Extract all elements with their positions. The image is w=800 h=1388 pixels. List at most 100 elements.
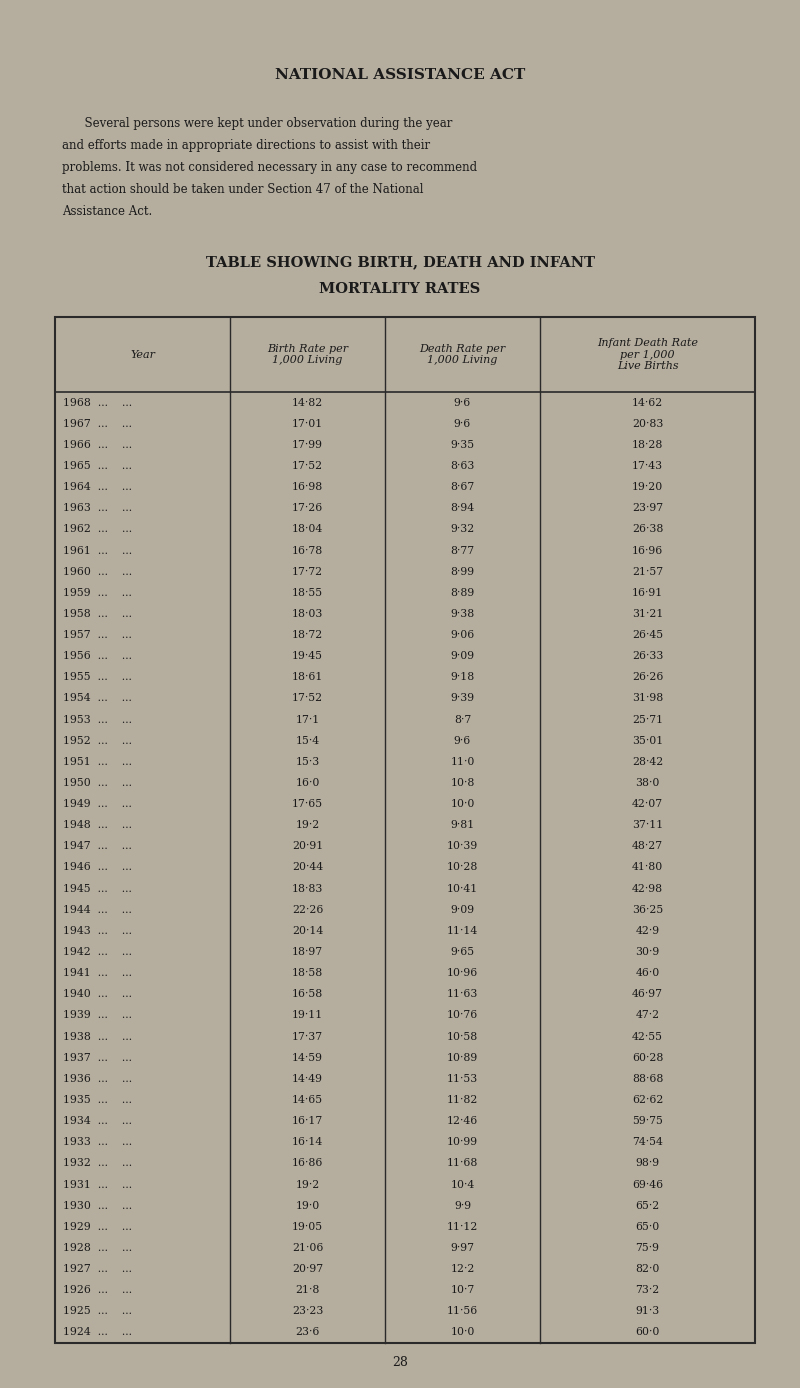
Text: 9·9: 9·9	[454, 1201, 471, 1210]
Text: 36·25: 36·25	[632, 905, 663, 915]
Text: 1947  ...    ...: 1947 ... ...	[63, 841, 132, 851]
Text: 20·83: 20·83	[632, 419, 663, 429]
Text: 26·26: 26·26	[632, 672, 663, 683]
Text: 31·98: 31·98	[632, 694, 663, 704]
Text: 20·97: 20·97	[292, 1264, 323, 1274]
Text: 10·7: 10·7	[450, 1285, 474, 1295]
Text: 20·14: 20·14	[292, 926, 323, 936]
Text: 1941  ...    ...: 1941 ... ...	[63, 969, 132, 979]
Text: problems. It was not considered necessary in any case to recommend: problems. It was not considered necessar…	[62, 161, 477, 174]
Text: 1961  ...    ...: 1961 ... ...	[63, 545, 132, 555]
Text: 16·91: 16·91	[632, 587, 663, 598]
Text: 10·96: 10·96	[447, 969, 478, 979]
Text: 8·67: 8·67	[450, 482, 474, 493]
Text: 26·45: 26·45	[632, 630, 663, 640]
Text: 11·12: 11·12	[447, 1221, 478, 1231]
Text: 1943  ...    ...: 1943 ... ...	[63, 926, 132, 936]
Text: 10·76: 10·76	[447, 1010, 478, 1020]
Text: 9·97: 9·97	[450, 1242, 474, 1253]
Text: 8·63: 8·63	[450, 461, 474, 471]
Text: 47·2: 47·2	[635, 1010, 659, 1020]
Text: 17·43: 17·43	[632, 461, 663, 471]
Text: 19·45: 19·45	[292, 651, 323, 661]
Text: 14·49: 14·49	[292, 1074, 323, 1084]
Text: 1957  ...    ...: 1957 ... ...	[63, 630, 132, 640]
Text: that action should be taken under Section 47 of the National: that action should be taken under Sectio…	[62, 183, 423, 196]
Text: 1945  ...    ...: 1945 ... ...	[63, 884, 132, 894]
Text: Year: Year	[130, 350, 155, 359]
Text: 1967  ...    ...: 1967 ... ...	[63, 419, 132, 429]
Text: 1968  ...    ...: 1968 ... ...	[63, 397, 132, 408]
Text: 14·62: 14·62	[632, 397, 663, 408]
Text: 62·62: 62·62	[632, 1095, 663, 1105]
Text: 21·57: 21·57	[632, 566, 663, 576]
Text: 1931  ...    ...: 1931 ... ...	[63, 1180, 132, 1190]
Text: 42·07: 42·07	[632, 799, 663, 809]
Text: 8·94: 8·94	[450, 504, 474, 514]
Text: 10·89: 10·89	[447, 1052, 478, 1063]
Text: 1951  ...    ...: 1951 ... ...	[63, 756, 132, 766]
Text: 9·6: 9·6	[454, 397, 471, 408]
Text: 1963  ...    ...: 1963 ... ...	[63, 504, 132, 514]
Text: 17·52: 17·52	[292, 694, 323, 704]
Text: 74·54: 74·54	[632, 1137, 663, 1148]
Text: 14·82: 14·82	[292, 397, 323, 408]
Text: 9·32: 9·32	[450, 525, 474, 534]
Text: 16·0: 16·0	[295, 777, 320, 788]
Text: 10·99: 10·99	[447, 1137, 478, 1148]
Text: 11·68: 11·68	[447, 1159, 478, 1169]
Text: 1938  ...    ...: 1938 ... ...	[63, 1031, 132, 1041]
Text: 19·2: 19·2	[295, 820, 320, 830]
Text: 1956  ...    ...: 1956 ... ...	[63, 651, 132, 661]
Text: 9·18: 9·18	[450, 672, 474, 683]
Text: 1955  ...    ...: 1955 ... ...	[63, 672, 132, 683]
Text: 1948  ...    ...: 1948 ... ...	[63, 820, 132, 830]
Text: 37·11: 37·11	[632, 820, 663, 830]
Text: 10·41: 10·41	[447, 884, 478, 894]
Text: Several persons were kept under observation during the year: Several persons were kept under observat…	[62, 117, 452, 130]
Text: 1959  ...    ...: 1959 ... ...	[63, 587, 132, 598]
Text: 10·4: 10·4	[450, 1180, 474, 1190]
Text: 23·23: 23·23	[292, 1306, 323, 1316]
Text: 18·28: 18·28	[632, 440, 663, 450]
Text: 9·09: 9·09	[450, 651, 474, 661]
Text: 16·14: 16·14	[292, 1137, 323, 1148]
Text: 59·75: 59·75	[632, 1116, 663, 1126]
Text: 19·20: 19·20	[632, 482, 663, 493]
Text: 88·68: 88·68	[632, 1074, 663, 1084]
Text: 17·01: 17·01	[292, 419, 323, 429]
Text: 28: 28	[392, 1356, 408, 1370]
Text: 65·2: 65·2	[635, 1201, 660, 1210]
Text: 1925  ...    ...: 1925 ... ...	[63, 1306, 132, 1316]
Text: 38·0: 38·0	[635, 777, 660, 788]
Text: NATIONAL ASSISTANCE ACT: NATIONAL ASSISTANCE ACT	[275, 68, 525, 82]
Text: 18·83: 18·83	[292, 884, 323, 894]
Text: 48·27: 48·27	[632, 841, 663, 851]
Text: 1964  ...    ...: 1964 ... ...	[63, 482, 132, 493]
Text: 26·33: 26·33	[632, 651, 663, 661]
Text: 9·09: 9·09	[450, 905, 474, 915]
Text: 1932  ...    ...: 1932 ... ...	[63, 1159, 132, 1169]
Text: 17·99: 17·99	[292, 440, 323, 450]
Text: 42·9: 42·9	[635, 926, 659, 936]
Text: 12·46: 12·46	[447, 1116, 478, 1126]
Text: 8·89: 8·89	[450, 587, 474, 598]
Text: MORTALITY RATES: MORTALITY RATES	[319, 282, 481, 296]
Text: 31·21: 31·21	[632, 609, 663, 619]
Text: 16·58: 16·58	[292, 990, 323, 999]
Text: 46·97: 46·97	[632, 990, 663, 999]
Text: 16·98: 16·98	[292, 482, 323, 493]
Text: Death Rate per
1,000 Living: Death Rate per 1,000 Living	[419, 344, 506, 365]
Text: 21·8: 21·8	[295, 1285, 320, 1295]
Text: 20·44: 20·44	[292, 862, 323, 873]
Text: 98·9: 98·9	[635, 1159, 659, 1169]
Text: 30·9: 30·9	[635, 947, 660, 958]
Text: 10·28: 10·28	[447, 862, 478, 873]
Text: 16·78: 16·78	[292, 545, 323, 555]
Text: 1953  ...    ...: 1953 ... ...	[63, 715, 132, 725]
Text: 19·11: 19·11	[292, 1010, 323, 1020]
Text: 42·98: 42·98	[632, 884, 663, 894]
Text: 9·6: 9·6	[454, 419, 471, 429]
Text: 60·0: 60·0	[635, 1327, 660, 1338]
Text: 19·2: 19·2	[295, 1180, 320, 1190]
